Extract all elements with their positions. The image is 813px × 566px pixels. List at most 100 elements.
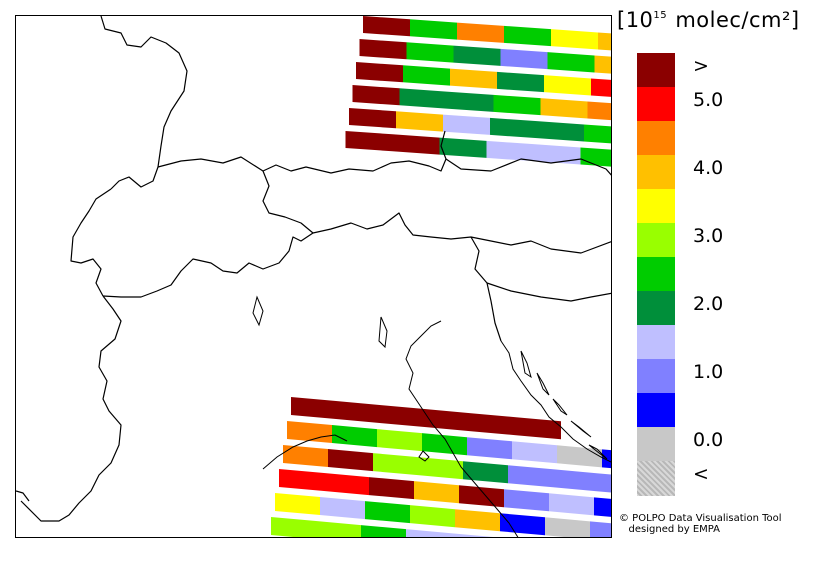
color-bin-label-1: 5.0 <box>693 89 724 111</box>
map-canvas[interactable] <box>16 16 612 538</box>
border-france-italy <box>20 295 122 522</box>
swath-pixel <box>553 469 598 492</box>
swath-pixel <box>545 517 590 537</box>
color-bin-11 <box>637 427 675 462</box>
swath-pixel <box>316 521 361 537</box>
swath-pixel <box>439 137 487 158</box>
swath-pixel <box>496 537 541 538</box>
swath-pixel <box>587 101 611 121</box>
swath-pixel <box>467 437 512 460</box>
country-borders <box>16 16 611 522</box>
border-switzerland-italy <box>102 170 314 298</box>
map-panel[interactable] <box>15 15 612 538</box>
color-bin-5 <box>637 223 675 258</box>
swath-pixel <box>508 465 553 488</box>
coastlines <box>252 295 611 537</box>
island-4 <box>570 420 592 438</box>
border-germany-south <box>157 130 447 174</box>
swath-pixel <box>320 497 365 520</box>
swath-pixel <box>392 134 440 155</box>
swath-pixel <box>457 22 504 43</box>
island-3 <box>552 398 568 416</box>
swath-pixel <box>459 485 504 508</box>
swath-pixel <box>551 29 598 50</box>
swath-pixel <box>598 32 611 51</box>
island-2 <box>536 372 550 396</box>
swath-pixel <box>486 140 534 162</box>
swath-pixel <box>279 469 324 492</box>
swath-pixel <box>451 533 494 537</box>
border-italy-slovenia <box>470 236 502 342</box>
swath-pixel <box>598 473 611 493</box>
border-france-germany <box>100 16 188 190</box>
swath-pixel <box>363 16 410 37</box>
swath-pixel <box>275 493 320 516</box>
border-germany-austria-east <box>445 158 611 176</box>
swath-pixel <box>594 497 611 517</box>
swath-pixel <box>584 124 611 144</box>
swath-pixel <box>540 98 588 119</box>
island-elba <box>418 450 430 462</box>
swath-pixel <box>450 68 497 89</box>
swath-pixel <box>490 117 537 139</box>
swath-pixel <box>500 513 545 536</box>
color-bin-12 <box>637 461 675 496</box>
north-satellite-swath <box>345 16 611 167</box>
swath-pixel <box>359 39 407 60</box>
color-bin-3 <box>637 155 675 190</box>
color-bin-label-9: 1.0 <box>693 361 724 383</box>
swath-pixel <box>403 65 450 86</box>
credit-line-1: © POLPO Data Visualisation Tool <box>619 513 782 524</box>
swath-pixel <box>463 461 508 484</box>
swath-pixel <box>410 505 455 528</box>
color-bin-8 <box>637 325 675 360</box>
swath-pixel <box>352 85 400 106</box>
color-scale-legend <box>637 53 675 496</box>
swath-pixel <box>345 131 393 152</box>
swath-pixel <box>590 521 611 537</box>
swath-pixel <box>422 433 467 456</box>
color-bin-label-12: < <box>693 463 709 485</box>
lake-maggiore <box>252 295 264 327</box>
color-bin-1 <box>637 87 675 122</box>
swath-pixel <box>356 62 403 83</box>
color-bin-label-0: > <box>693 55 709 77</box>
swath-pixel <box>504 489 549 512</box>
color-bin-10 <box>637 393 675 428</box>
swath-pixel <box>361 525 406 537</box>
swath-pixel <box>283 445 328 468</box>
credit-line-2: designed by EMPA <box>619 524 721 535</box>
swath-pixel <box>446 91 494 112</box>
swath-pixel <box>516 417 561 440</box>
swath-pixel <box>349 108 396 129</box>
swath-pixel <box>512 441 557 464</box>
swath-pixel <box>336 401 381 424</box>
swath-pixel <box>381 405 426 428</box>
swath-pixel <box>332 425 377 448</box>
color-bin-4 <box>637 189 675 224</box>
swath-pixel <box>455 509 500 532</box>
swath-pixel <box>533 144 581 165</box>
swath-pixel <box>591 78 611 97</box>
swath-pixel <box>377 429 422 452</box>
swath-pixel <box>537 121 584 142</box>
south-satellite-swath <box>271 397 611 538</box>
swath-pixel <box>406 529 451 537</box>
swath-pixel <box>373 453 418 476</box>
color-bin-6 <box>637 257 675 292</box>
swath-pixel <box>493 94 541 116</box>
island-5 <box>588 444 608 460</box>
coast-venice <box>405 320 519 537</box>
swath-pixel <box>328 449 373 472</box>
lake-garda <box>378 316 388 349</box>
swath-pixel <box>426 409 471 432</box>
color-bin-7 <box>637 291 675 326</box>
swath-pixel <box>369 477 414 500</box>
swath-pixel <box>549 493 594 516</box>
border-slovenia-croatia <box>486 282 611 302</box>
swath-pixel <box>418 457 463 480</box>
swath-pixel <box>396 111 443 132</box>
color-bin-label-7: 2.0 <box>693 293 724 315</box>
swath-pixel <box>594 55 611 74</box>
swath-pixel <box>291 397 336 420</box>
